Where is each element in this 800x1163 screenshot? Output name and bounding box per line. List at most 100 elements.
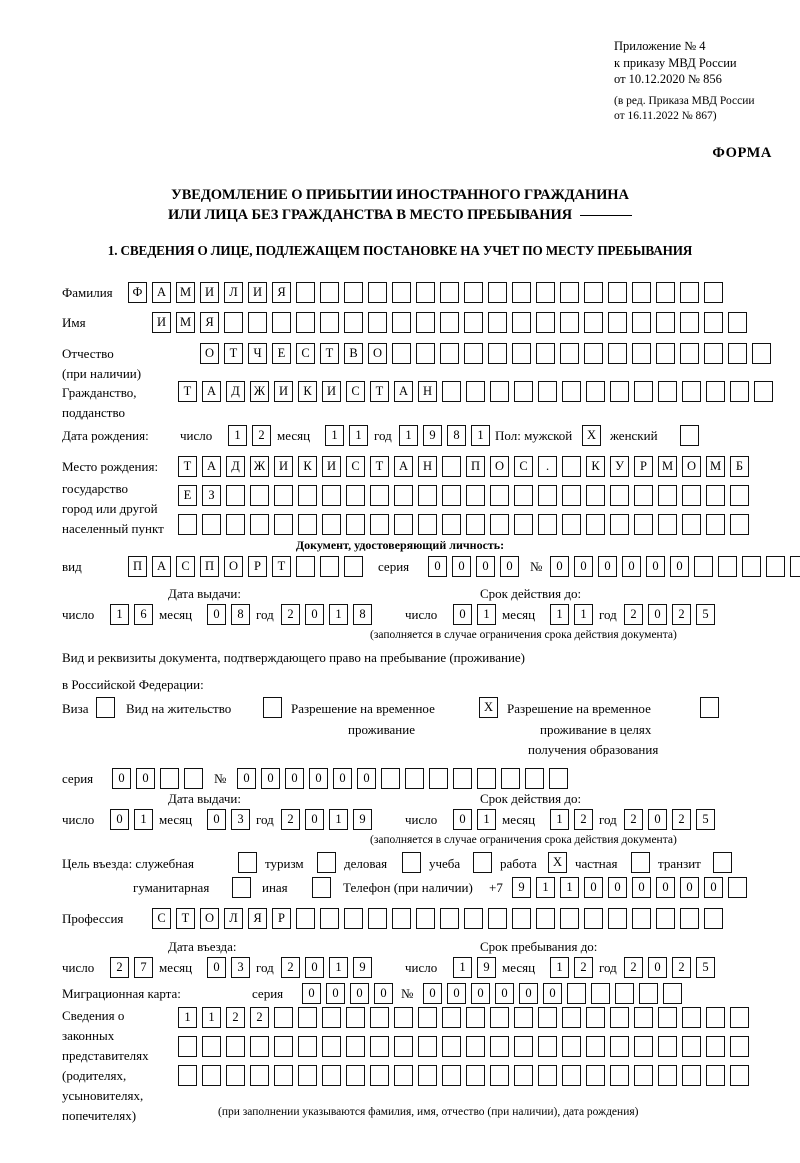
char-cell[interactable] [392,908,411,929]
char-cell[interactable]: А [394,456,413,477]
char-cell[interactable]: И [152,312,171,333]
checkbox-purpose-transit[interactable] [713,852,732,873]
char-cell[interactable] [346,485,365,506]
char-cell[interactable] [754,381,773,402]
checkbox-purpose-work[interactable]: X [548,852,567,873]
char-cell[interactable]: 8 [447,425,466,446]
char-cell[interactable] [464,908,483,929]
char-cell[interactable] [226,1036,245,1057]
char-cell[interactable] [682,1036,701,1057]
char-cell[interactable]: И [274,456,293,477]
char-cell[interactable]: 0 [110,809,129,830]
char-cell[interactable]: Т [178,381,197,402]
char-cell[interactable]: 0 [207,604,226,625]
char-cell[interactable]: 0 [309,768,328,789]
char-cell[interactable] [418,514,437,535]
char-cell[interactable] [610,514,629,535]
char-cell[interactable] [405,768,424,789]
char-cell[interactable]: Т [224,343,243,364]
char-cell[interactable]: 5 [696,604,715,625]
char-cell[interactable]: С [346,381,365,402]
char-cell[interactable]: 0 [285,768,304,789]
char-cell[interactable] [538,485,557,506]
char-cell[interactable] [418,485,437,506]
char-cell[interactable] [466,1036,485,1057]
char-cell[interactable]: Ж [250,381,269,402]
char-cell[interactable]: 0 [452,556,471,577]
char-cell[interactable] [584,312,603,333]
char-cell[interactable]: Я [272,282,291,303]
char-cell[interactable] [392,343,411,364]
char-cell[interactable] [442,456,461,477]
char-cell[interactable] [296,908,315,929]
char-cell[interactable] [682,1007,701,1028]
char-cell[interactable] [536,312,555,333]
char-cell[interactable] [610,381,629,402]
char-cell[interactable]: О [224,556,243,577]
char-cell[interactable] [344,908,363,929]
char-cell[interactable]: А [202,456,221,477]
char-cell[interactable] [730,485,749,506]
char-cell[interactable] [536,282,555,303]
char-cell[interactable]: 0 [374,983,393,1004]
char-cell[interactable]: Д [226,456,245,477]
char-cell[interactable]: С [514,456,533,477]
char-cell[interactable]: О [490,456,509,477]
char-cell[interactable]: 0 [302,983,321,1004]
char-cell[interactable] [394,1065,413,1086]
char-cell[interactable] [632,908,651,929]
char-cell[interactable] [320,908,339,929]
char-cell[interactable] [250,1065,269,1086]
char-cell[interactable] [298,514,317,535]
char-cell[interactable] [346,1036,365,1057]
char-cell[interactable]: 2 [672,809,691,830]
char-cell[interactable]: Ч [248,343,267,364]
char-cell[interactable] [560,343,579,364]
char-cell[interactable] [490,1065,509,1086]
char-cell[interactable]: 3 [231,957,250,978]
char-cell[interactable] [160,768,179,789]
char-cell[interactable] [562,514,581,535]
char-cell[interactable] [418,1007,437,1028]
char-cell[interactable] [344,556,363,577]
checkbox-purpose-tourism[interactable] [317,852,336,873]
char-cell[interactable] [586,514,605,535]
char-cell[interactable] [416,312,435,333]
char-cell[interactable] [298,1007,317,1028]
checkbox-visa[interactable] [96,697,115,718]
char-cell[interactable] [394,514,413,535]
char-cell[interactable] [346,1065,365,1086]
char-cell[interactable] [322,1065,341,1086]
char-cell[interactable]: Д [226,381,245,402]
char-cell[interactable] [322,1036,341,1057]
char-cell[interactable]: 0 [207,957,226,978]
char-cell[interactable] [538,1065,557,1086]
char-cell[interactable] [298,1036,317,1057]
char-cell[interactable]: У [610,456,629,477]
char-cell[interactable] [752,343,771,364]
char-cell[interactable] [394,1036,413,1057]
char-cell[interactable]: 0 [136,768,155,789]
char-cell[interactable] [525,768,544,789]
char-cell[interactable]: 8 [231,604,250,625]
char-cell[interactable]: М [706,456,725,477]
char-cell[interactable] [586,381,605,402]
char-cell[interactable]: Т [176,908,195,929]
char-cell[interactable] [634,381,653,402]
char-cell[interactable]: 5 [696,809,715,830]
char-cell[interactable] [562,1036,581,1057]
char-cell[interactable]: 0 [622,556,641,577]
char-cell[interactable] [730,1007,749,1028]
char-cell[interactable]: О [368,343,387,364]
checkbox-temp-residence[interactable]: X [479,697,498,718]
